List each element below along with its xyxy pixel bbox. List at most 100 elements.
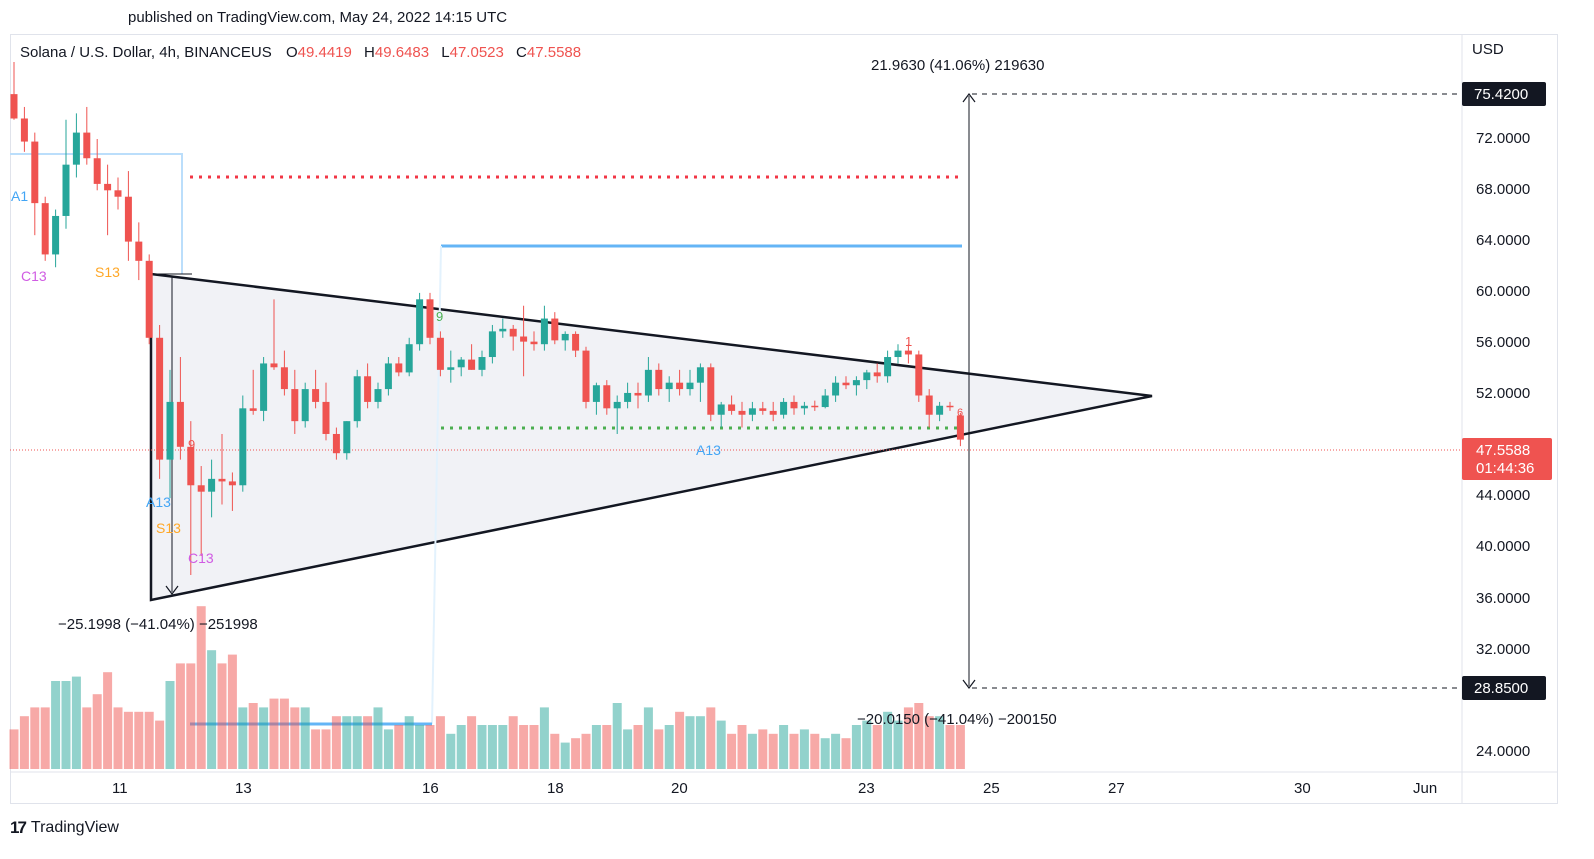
candle[interactable] xyxy=(457,357,465,377)
candle[interactable] xyxy=(738,401,746,428)
time-axis[interactable]: 11 13 16 18 20 23 25 27 30 Jun xyxy=(112,780,1437,797)
candle[interactable] xyxy=(322,382,330,441)
candle[interactable] xyxy=(572,331,580,358)
candle[interactable] xyxy=(790,395,798,415)
candle[interactable] xyxy=(686,369,694,396)
candlesticks[interactable] xyxy=(10,62,964,576)
candle[interactable] xyxy=(530,331,538,351)
candle[interactable] xyxy=(582,346,590,409)
candle[interactable] xyxy=(114,177,122,210)
candle[interactable] xyxy=(915,350,923,402)
candle[interactable] xyxy=(426,292,434,345)
candle[interactable] xyxy=(187,421,195,576)
candle[interactable] xyxy=(800,401,808,415)
candle[interactable] xyxy=(249,369,257,415)
candle[interactable] xyxy=(478,350,486,377)
candle[interactable] xyxy=(540,305,548,351)
candle[interactable] xyxy=(780,398,788,419)
candle[interactable] xyxy=(842,376,850,390)
candle[interactable] xyxy=(936,401,944,422)
candle[interactable] xyxy=(904,344,912,364)
candle[interactable] xyxy=(728,395,736,415)
candle[interactable] xyxy=(717,401,725,428)
candle[interactable] xyxy=(624,382,632,409)
candle[interactable] xyxy=(655,363,663,396)
candle[interactable] xyxy=(832,376,840,402)
candle[interactable] xyxy=(509,324,517,351)
candle[interactable] xyxy=(520,305,528,377)
candle[interactable] xyxy=(863,369,871,390)
candle[interactable] xyxy=(197,466,205,556)
candle[interactable] xyxy=(551,312,559,345)
candle[interactable] xyxy=(811,400,819,411)
candle[interactable] xyxy=(62,119,70,229)
candle[interactable] xyxy=(41,196,49,261)
candle[interactable] xyxy=(447,350,455,383)
candle[interactable] xyxy=(208,459,216,518)
candle[interactable] xyxy=(239,395,247,492)
candle[interactable] xyxy=(10,62,18,120)
price-axis[interactable]: 72.0000 68.0000 64.0000 60.0000 56.0000 … xyxy=(1476,130,1530,760)
candle[interactable] xyxy=(83,106,91,165)
candle[interactable] xyxy=(332,427,340,460)
candle[interactable] xyxy=(93,139,101,191)
candle[interactable] xyxy=(676,369,684,396)
candle[interactable] xyxy=(145,254,153,345)
candle[interactable] xyxy=(124,171,132,261)
candle[interactable] xyxy=(821,389,829,409)
candle[interactable] xyxy=(894,344,902,364)
candle[interactable] xyxy=(156,324,164,479)
candle[interactable] xyxy=(416,292,424,351)
price-tick: 24.0000 xyxy=(1476,743,1530,760)
candle[interactable] xyxy=(395,357,403,377)
candle[interactable] xyxy=(884,350,892,383)
candle[interactable] xyxy=(353,369,361,428)
candle[interactable] xyxy=(343,421,351,460)
candle[interactable] xyxy=(873,363,881,383)
candle[interactable] xyxy=(384,357,392,396)
candle[interactable] xyxy=(280,350,288,396)
candle[interactable] xyxy=(166,369,174,499)
candle[interactable] xyxy=(925,389,933,428)
candle[interactable] xyxy=(707,363,715,422)
candle[interactable] xyxy=(218,433,226,505)
candle[interactable] xyxy=(468,344,476,370)
candle[interactable] xyxy=(634,382,642,409)
candle[interactable] xyxy=(135,222,143,281)
candle[interactable] xyxy=(260,357,268,422)
candle[interactable] xyxy=(228,472,236,511)
candle[interactable] xyxy=(603,380,611,415)
candle[interactable] xyxy=(374,382,382,409)
candle[interactable] xyxy=(301,382,309,428)
candle[interactable] xyxy=(72,113,80,178)
candle[interactable] xyxy=(405,337,413,377)
candle[interactable] xyxy=(592,382,600,415)
candle[interactable] xyxy=(31,132,39,236)
candle[interactable] xyxy=(644,357,652,402)
symbol-title[interactable]: Solana / U.S. Dollar, 4h, BINANCEUS xyxy=(20,44,272,61)
candle[interactable] xyxy=(613,395,621,434)
candle[interactable] xyxy=(769,401,777,422)
candle[interactable] xyxy=(176,357,184,460)
candle[interactable] xyxy=(665,376,673,402)
candle[interactable] xyxy=(748,401,756,422)
candle[interactable] xyxy=(270,299,278,370)
candle[interactable] xyxy=(696,363,704,402)
candle[interactable] xyxy=(956,412,964,447)
candle[interactable] xyxy=(104,164,112,236)
candle[interactable] xyxy=(291,369,299,434)
candle[interactable] xyxy=(20,106,28,152)
tradingview-logo[interactable]: 17 TradingView xyxy=(10,818,119,838)
symmetrical-triangle[interactable] xyxy=(149,272,1153,602)
candle[interactable] xyxy=(852,376,860,396)
candle[interactable] xyxy=(52,209,60,268)
candle[interactable] xyxy=(488,324,496,364)
candle[interactable] xyxy=(561,331,569,351)
candle[interactable] xyxy=(364,363,372,409)
candle[interactable] xyxy=(499,318,507,338)
candle[interactable] xyxy=(436,331,444,377)
candle[interactable] xyxy=(946,401,954,411)
candle[interactable] xyxy=(759,401,767,415)
candle[interactable] xyxy=(312,369,320,409)
